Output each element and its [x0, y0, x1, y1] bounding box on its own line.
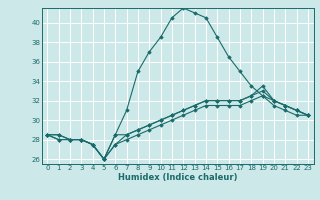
X-axis label: Humidex (Indice chaleur): Humidex (Indice chaleur) — [118, 173, 237, 182]
